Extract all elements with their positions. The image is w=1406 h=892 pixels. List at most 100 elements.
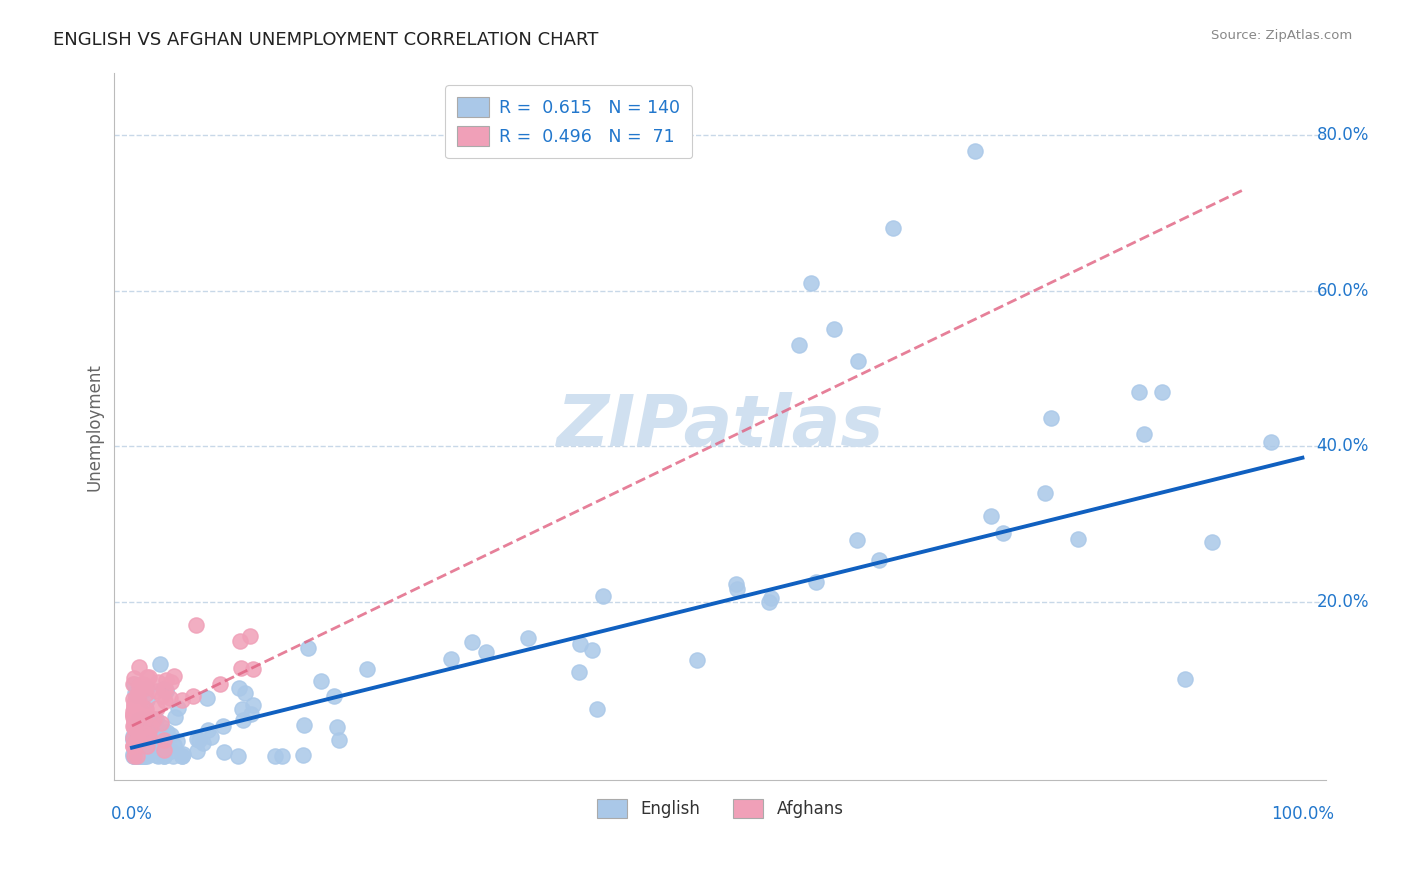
Point: [128, 694, 150, 708]
Point: [132, 749, 155, 764]
Point: [125, 749, 148, 764]
Point: [122, 747, 145, 761]
Point: [440, 652, 463, 666]
Point: [326, 721, 349, 735]
Point: [122, 749, 145, 764]
Point: [128, 729, 150, 743]
Point: [186, 617, 208, 632]
Point: [212, 718, 235, 732]
Point: [127, 749, 149, 764]
Point: [145, 684, 167, 698]
Point: [159, 728, 181, 742]
Point: [128, 679, 150, 693]
Point: [232, 713, 254, 727]
Point: [991, 525, 1014, 540]
Point: [242, 698, 264, 712]
Point: [172, 747, 194, 762]
Point: [125, 725, 148, 739]
Point: [136, 717, 159, 731]
Text: ENGLISH VS AFGHAN UNEMPLOYMENT CORRELATION CHART: ENGLISH VS AFGHAN UNEMPLOYMENT CORRELATI…: [53, 31, 599, 49]
Point: [122, 711, 145, 725]
Point: [163, 738, 186, 752]
Point: [1174, 672, 1197, 686]
Point: [149, 715, 172, 730]
Point: [124, 749, 146, 764]
Point: [132, 737, 155, 751]
Text: Source: ZipAtlas.com: Source: ZipAtlas.com: [1212, 29, 1353, 42]
Point: [124, 737, 146, 751]
Point: [132, 749, 155, 764]
Text: 100.0%: 100.0%: [1271, 805, 1334, 823]
Point: [135, 670, 157, 684]
Point: [846, 353, 869, 368]
Point: [125, 747, 148, 762]
Point: [131, 676, 153, 690]
Y-axis label: Unemployment: Unemployment: [86, 363, 103, 491]
Point: [868, 553, 890, 567]
Point: [135, 702, 157, 716]
Point: [568, 637, 591, 651]
Point: [125, 749, 148, 764]
Point: [124, 713, 146, 727]
Point: [121, 706, 143, 721]
Point: [127, 743, 149, 757]
Point: [122, 705, 145, 719]
Point: [128, 749, 150, 764]
Point: [135, 681, 157, 695]
Point: [475, 645, 498, 659]
Point: [200, 730, 222, 744]
Point: [122, 698, 145, 713]
Point: [128, 749, 150, 764]
Point: [297, 640, 319, 655]
Point: [134, 712, 156, 726]
Point: [122, 731, 145, 746]
Point: [356, 662, 378, 676]
Point: [163, 710, 186, 724]
Point: [162, 749, 184, 764]
Point: [121, 739, 143, 753]
Point: [153, 682, 176, 697]
Text: 60.0%: 60.0%: [1316, 282, 1369, 300]
Point: [141, 738, 163, 752]
Point: [122, 676, 145, 690]
Point: [155, 673, 177, 688]
Point: [124, 735, 146, 749]
Point: [516, 631, 538, 645]
Point: [122, 702, 145, 716]
Point: [124, 749, 146, 764]
Point: [142, 712, 165, 726]
Point: [155, 684, 177, 698]
Point: [167, 701, 190, 715]
Point: [127, 714, 149, 729]
Point: [138, 670, 160, 684]
Point: [122, 671, 145, 685]
Text: 40.0%: 40.0%: [1316, 437, 1369, 455]
Point: [231, 661, 253, 675]
Point: [135, 687, 157, 701]
Point: [586, 701, 609, 715]
Point: [882, 221, 904, 235]
Point: [124, 749, 146, 764]
Point: [124, 715, 146, 730]
Point: [212, 745, 235, 759]
Point: [127, 695, 149, 709]
Point: [143, 731, 166, 745]
Point: [139, 720, 162, 734]
Point: [124, 722, 146, 736]
Point: [166, 734, 188, 748]
Legend: English, Afghans: English, Afghans: [591, 792, 851, 825]
Point: [1067, 532, 1090, 546]
Point: [124, 693, 146, 707]
Point: [146, 675, 169, 690]
Point: [122, 729, 145, 743]
Point: [122, 733, 145, 747]
Point: [725, 582, 748, 596]
Point: [181, 690, 204, 704]
Point: [136, 739, 159, 754]
Point: [1128, 384, 1150, 399]
Point: [125, 706, 148, 720]
Point: [1033, 485, 1056, 500]
Point: [124, 733, 146, 747]
Point: [160, 675, 183, 690]
Point: [124, 698, 146, 712]
